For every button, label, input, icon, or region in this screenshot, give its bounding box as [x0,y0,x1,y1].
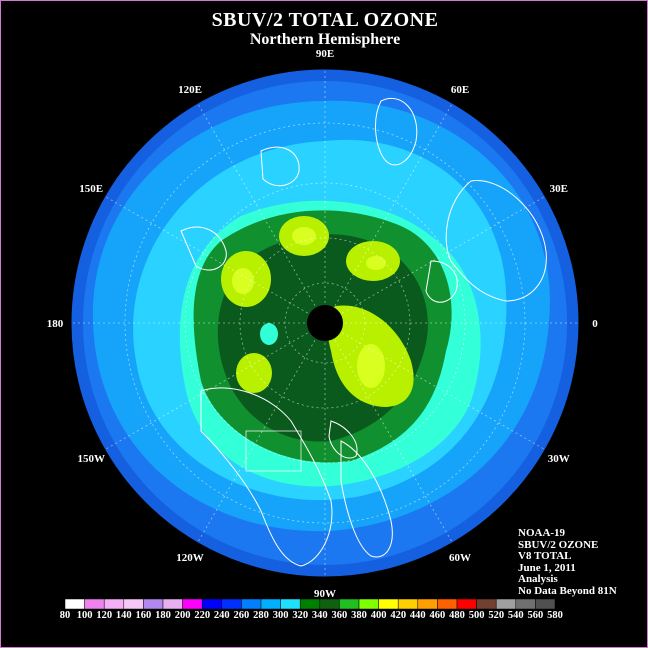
colorbar-label: 420 [390,610,406,621]
longitude-label: 120E [178,84,202,96]
colorbar-label: 400 [371,610,387,621]
colorbar-label: 460 [430,610,446,621]
info-date: June 1, 2011 [518,561,576,574]
colorbar-swatch [515,598,536,610]
info-instrument: SBUV/2 OZONE [518,538,599,551]
info-note: No Data Beyond 81N [518,584,617,597]
colorbar-swatch [319,598,340,610]
colorbar-label: 440 [410,610,426,621]
colorbar-swatch [182,598,203,610]
colorbar-swatch [339,598,360,610]
colorbar-label: 380 [351,610,367,621]
ozone-low-patch [260,323,278,345]
info-type: Analysis [518,573,558,585]
colorbar-swatch [378,598,399,610]
colorbar-swatch [535,598,556,610]
ozone-max-core [357,344,385,388]
colorbar-swatch [397,598,419,610]
longitude-label: 120W [176,552,204,564]
colorbar-label: 180 [155,610,171,621]
longitude-label: 90E [316,48,334,60]
colorbar-label: 520 [488,610,504,621]
colorbar-label: 120 [96,610,112,621]
colorbar-swatch [260,598,281,610]
longitude-labels: 90E 60E 30E 0 30W 60W 90W 120W 150W 180 150E 120E [47,48,599,600]
colorbar-swatch [495,598,517,610]
colorbar-swatch [437,598,458,610]
longitude-label: 60W [449,552,471,564]
colorbar-swatch [103,598,125,610]
colorbar-label: 540 [508,610,524,621]
colorbar-label: 80 [60,610,71,621]
colorbar-swatch [84,598,105,610]
colorbar-swatch [201,598,223,610]
colorbar-swatch [476,598,497,610]
info-version: V8 TOTAL [518,550,572,562]
colorbar-label: 560 [528,610,544,621]
colorbar-swatch [417,598,438,610]
colorbar-label: 320 [292,610,308,621]
longitude-label: 30W [548,453,570,465]
longitude-label: 150W [77,453,105,465]
colorbar-swatch [64,598,85,610]
longitude-label: 90W [314,588,336,600]
longitude-label: 0 [592,318,598,330]
colorbar-swatch [241,598,262,610]
longitude-label: 60E [451,84,469,96]
colorbar-label: 340 [312,610,328,621]
colorbar-swatch [143,598,164,610]
info-panel: NOAA-19 SBUV/2 OZONE V8 TOTAL June 1, 20… [518,527,617,597]
ozone-max-core [292,227,316,245]
map-title: SBUV/2 TOTAL OZONE [211,9,439,31]
colorbar-swatch [162,598,183,610]
colorbar-label: 260 [234,610,250,621]
colorbar-swatch [280,598,301,610]
colorbar-label: 480 [449,610,465,621]
colorbar-label: 240 [214,610,230,621]
colorbar-label: 580 [547,610,563,621]
colorbar-label: 360 [332,610,348,621]
longitude-grid [72,70,578,576]
colorbar-swatch [299,598,321,610]
colorbar-label: 300 [273,610,289,621]
map-subtitle: Northern Hemisphere [249,31,401,48]
coastlines [180,97,547,567]
ozone-max-core [232,268,254,294]
colorbar-label: 280 [253,610,269,621]
colorbar-swatch [358,598,379,610]
colorbar-swatch [123,598,144,610]
longitude-label: 30E [550,183,568,195]
longitude-label: 150E [79,183,103,195]
ozone-max-patch [236,353,272,393]
colorbar-swatch [221,598,242,610]
longitude-label: 180 [47,318,64,330]
colorbar-label: 200 [175,610,191,621]
colorbar-label: 140 [116,610,132,621]
globe-edge [71,69,579,577]
info-satellite: NOAA-19 [518,527,566,539]
colorbar-label: 100 [77,610,93,621]
colorbar-label: 500 [469,610,485,621]
no-data-pole [307,305,343,341]
colorbar-label: 160 [136,610,152,621]
colorbar-label: 220 [194,610,210,621]
colorbar-swatch [456,598,477,610]
